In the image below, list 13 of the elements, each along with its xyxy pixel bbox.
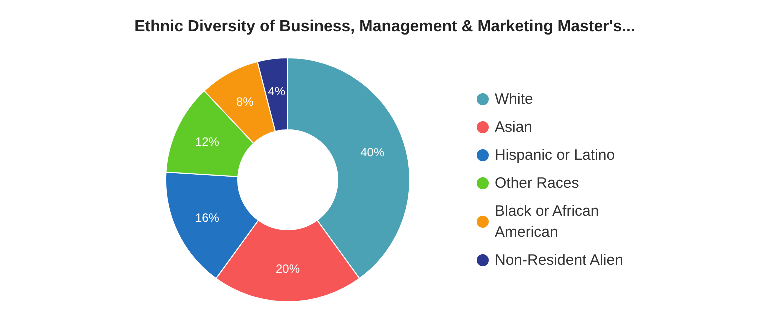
data-label: 8% <box>236 95 254 110</box>
data-label: 40% <box>360 145 385 160</box>
data-label: 20% <box>276 262 300 276</box>
legend-label: Non-Resident Alien <box>495 252 624 269</box>
legend-label: Other Races <box>495 175 580 192</box>
data-label: 4% <box>268 84 286 99</box>
data-label: 16% <box>195 210 220 225</box>
legend-label: White <box>495 91 534 108</box>
chart-title: Ethnic Diversity of Business, Management & Marketing Master's... <box>134 18 636 36</box>
legend-label: Black or African American <box>495 203 604 241</box>
data-label: 12% <box>195 135 220 150</box>
legend-label: Hispanic or Latino <box>495 147 616 164</box>
legend-label: Asian <box>495 119 533 136</box>
